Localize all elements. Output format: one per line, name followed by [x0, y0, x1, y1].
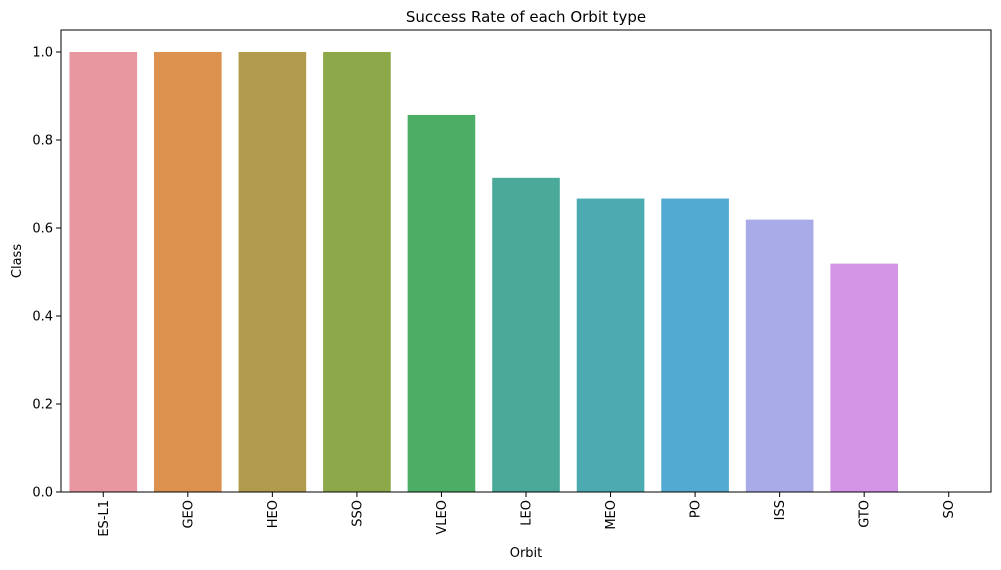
bar-leo: [492, 177, 560, 492]
bar-sso: [323, 52, 391, 492]
y-axis-ticks: 0.0 0.2 0.4 0.6 0.8 1.0: [32, 46, 61, 501]
bar-heo: [238, 52, 307, 492]
bar-iss: [745, 219, 814, 492]
bar-vleo: [407, 114, 476, 493]
x-tick-label: ISS: [773, 500, 788, 520]
x-tick-label: GEO: [181, 500, 196, 529]
y-axis-label: Class: [10, 244, 25, 278]
bar-es-l1: [69, 52, 138, 492]
bar-gto: [830, 263, 898, 492]
x-tick-label: HEO: [266, 500, 281, 528]
y-tick-label: 0.2: [32, 398, 53, 413]
y-tick-label: 0.6: [32, 222, 53, 237]
x-tick-label: ES-L1: [97, 500, 112, 537]
y-tick-label: 0.0: [32, 486, 53, 501]
bar-po: [661, 198, 729, 492]
x-tick-label: MEO: [604, 500, 619, 530]
y-tick-label: 1.0: [32, 46, 53, 61]
x-tick-label: PO: [689, 500, 704, 518]
x-tick-label: LEO: [520, 500, 535, 526]
y-tick-label: 0.4: [32, 310, 53, 325]
x-tick-label: SSO: [350, 500, 365, 527]
bars-group: [69, 52, 898, 493]
x-tick-label: SO: [942, 500, 957, 518]
x-axis-ticks: ES-L1 GEO HEO SSO VLEO LEO MEO PO ISS GTO SO: [97, 492, 957, 537]
chart-title: Success Rate of each Orbit type: [406, 8, 646, 26]
bar-meo: [576, 198, 645, 492]
bar-geo: [154, 52, 222, 492]
x-tick-label: VLEO: [435, 500, 450, 535]
x-axis-label: Orbit: [510, 546, 543, 561]
y-tick-label: 0.8: [32, 134, 53, 149]
x-tick-label: GTO: [858, 500, 873, 528]
